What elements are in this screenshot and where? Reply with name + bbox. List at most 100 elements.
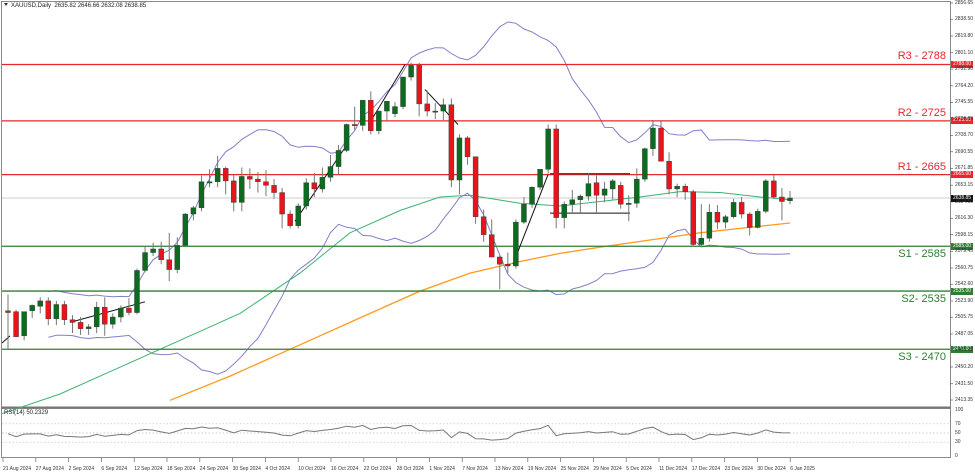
price-tag-s3: 2470.00 [951, 345, 974, 353]
price-axis-tick: 2579.45 [955, 248, 974, 255]
bollinger-upper [48, 21, 791, 298]
price-axis-tick: 2468.90 [955, 347, 974, 354]
candle-body [384, 100, 390, 112]
price-axis-tick: 2690.55 [955, 148, 974, 155]
price-axis-tick: 2560.75 [955, 264, 974, 271]
date-axis-tick: 7 Nov 2024 [462, 466, 488, 472]
candle-body [771, 180, 777, 198]
date-axis-tick: 11 Dec 2024 [659, 466, 687, 472]
price-axis-tick: 2801.10 [955, 49, 974, 56]
candle-body [231, 180, 237, 203]
date-axis-tick: 16 Oct 2024 [331, 466, 359, 472]
candle-body [738, 202, 745, 215]
candle-body [376, 110, 382, 131]
candle-body [456, 137, 463, 181]
candle-body [271, 185, 277, 193]
candle-body [408, 65, 414, 78]
candle-body [787, 197, 793, 201]
candle-body [553, 128, 559, 218]
price-axis-tick: 2450.20 [955, 363, 974, 370]
price-axis-tick: 2856.65 [955, 0, 974, 6]
price-axis-tick: 2413.35 [955, 397, 974, 403]
candle-body [37, 300, 43, 307]
level-label-s1: S1 - 2585 [898, 248, 946, 261]
date-axis-tick: 17 Dec 2024 [691, 466, 721, 472]
candle-body [45, 300, 52, 320]
candle-body [674, 186, 680, 190]
price-axis-tick: 2616.30 [955, 215, 974, 222]
candle-body [206, 181, 213, 184]
moving-average-orange [169, 222, 791, 401]
candle-body [303, 182, 309, 207]
candle-body [222, 168, 229, 182]
rsi-axis-tick: 70 [955, 420, 961, 427]
candle-body [497, 256, 503, 265]
candle-body [730, 202, 737, 217]
candle-body [682, 186, 688, 192]
date-axis-tick: 10 Oct 2024 [298, 466, 326, 472]
date-axis-tick: 24 Sep 2024 [199, 466, 229, 472]
price-axis-tick: 2782.90 [955, 66, 974, 73]
level-label-s2: S2- 2535 [901, 293, 946, 306]
candle-body [61, 304, 68, 320]
candle-body [239, 176, 245, 203]
candle-body [626, 203, 632, 205]
rsi-title: RSI(14) 50.2329 [4, 410, 49, 416]
candle-body [53, 304, 60, 320]
candle-body [650, 127, 656, 149]
price-axis-tick: 2653.15 [955, 182, 974, 189]
candle-body [21, 311, 27, 337]
price-axis-tick: 2726.85 [955, 116, 974, 123]
price-axis-tick: 2708.70 [955, 132, 974, 139]
candle-body [577, 195, 584, 200]
candle-body [13, 311, 19, 337]
level-label-r2: R2 - 2725 [897, 106, 946, 119]
ohlc-values: 2635.82 2646.66 2632.08 2638.85 [54, 3, 147, 9]
collapse-triangle-icon[interactable] [4, 3, 8, 6]
price-axis-tick: 2523.90 [955, 297, 974, 304]
candle-body [585, 183, 592, 197]
candle-body [158, 248, 164, 260]
candle-body [368, 100, 374, 131]
candle-body [126, 307, 132, 313]
date-axis-tick: 25 Nov 2024 [560, 466, 589, 472]
candle-body [424, 103, 430, 112]
date-axis-tick: 30 Sep 2024 [232, 466, 261, 472]
candle-body [537, 169, 543, 188]
candle-body [263, 181, 269, 186]
candle-body [287, 213, 293, 226]
price-tag-r3: 2788.00 [951, 60, 974, 68]
candle-body [755, 211, 761, 228]
candle-body [400, 76, 406, 107]
candle-body [360, 100, 366, 126]
candle-body [77, 322, 84, 329]
candle-body [593, 182, 600, 196]
candle-body [432, 110, 438, 113]
candle-body [634, 178, 640, 204]
price-axis-tick: 2431.50 [955, 380, 974, 387]
price-tag-r2: 2725.00 [951, 117, 974, 125]
candle-body [448, 104, 455, 181]
candle-body [416, 65, 422, 105]
rsi-axis-tick: 30 [955, 439, 961, 446]
candle-body [464, 137, 471, 157]
candle-body [93, 306, 100, 328]
candle-body [658, 127, 664, 162]
candle-body [618, 185, 624, 205]
candle-body [714, 212, 721, 223]
moving-average-green [1, 191, 791, 415]
date-axis-tick: 6 Sep 2024 [101, 466, 127, 472]
candle-body [29, 305, 35, 311]
candle-body [327, 166, 334, 178]
candle-body [190, 207, 197, 215]
level-label-r1: R1 - 2665 [897, 160, 946, 173]
level-label-s3: S3 - 2470 [898, 351, 946, 364]
price-axis-tick: 2598.15 [955, 231, 974, 238]
rsi-line [7, 424, 791, 441]
candle-body [198, 181, 205, 208]
date-axis-tick: 12 Sep 2024 [134, 466, 163, 472]
date-axis-tick: 6 Jan 2025 [790, 466, 815, 472]
candle-body [343, 124, 350, 151]
